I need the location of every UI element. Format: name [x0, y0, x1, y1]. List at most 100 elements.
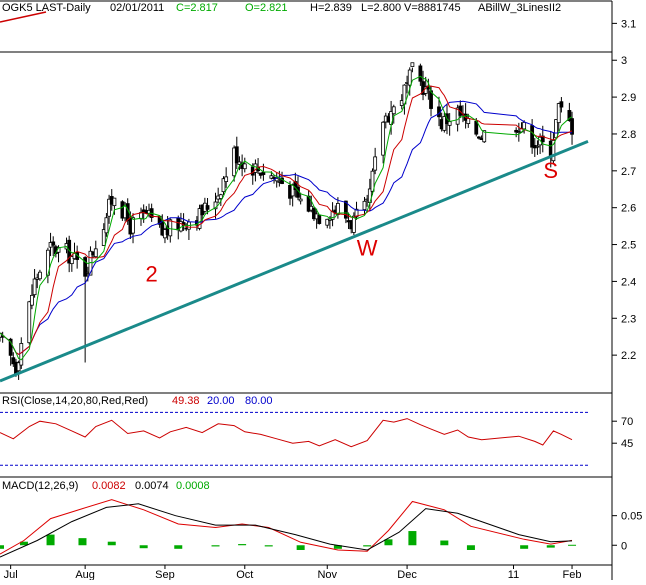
candle-body: [466, 118, 471, 124]
time-axis-label: Oct: [236, 569, 253, 580]
macd-histogram-bar: [238, 544, 247, 546]
macd-histogram-bar: [107, 541, 116, 546]
macd-signal-line: [0, 503, 573, 558]
macd-histogram-bar: [139, 545, 148, 549]
candle-body: [535, 145, 540, 148]
candle-body: [205, 205, 210, 210]
header-volume: V=8881745: [404, 2, 461, 14]
trendline: [0, 139, 589, 383]
candle-body: [234, 146, 239, 164]
macd-value: 0.0082: [92, 480, 126, 492]
macd-hist-value: 0.0008: [176, 480, 210, 492]
header-red-stroke: [0, 11, 47, 23]
candle-body: [261, 171, 266, 175]
candle-body: [317, 214, 322, 224]
header-high: H=2.839: [310, 2, 352, 14]
macd-histogram-bar: [333, 545, 342, 549]
header-open: O=2.821: [245, 2, 288, 14]
candle-body: [381, 121, 386, 156]
candle-body: [16, 362, 21, 372]
candle-body: [0, 332, 2, 338]
time-axis-label: Nov: [317, 569, 337, 580]
candle-body: [522, 122, 527, 130]
candles: [0, 62, 574, 380]
candle-body: [410, 62, 415, 67]
candle-body: [312, 207, 316, 220]
price-axis-label: 2.8: [621, 129, 636, 141]
time-axis: Jul Aug Sep Oct Nov Dec 11 Feb: [4, 565, 582, 581]
price-axis-label: 2.9: [621, 92, 636, 104]
candle-body: [27, 301, 32, 344]
candle-body: [197, 208, 202, 229]
rsi-lower-level: 20.00: [207, 395, 235, 407]
macd-panel: MACD(12,26,9) 0.0082 0.0074 0.0008 0 0.05: [0, 480, 642, 558]
price-panel: OGK5 LAST-Daily 02/01/2011 C=2.817 O=2.8…: [0, 0, 636, 383]
candle-body: [32, 278, 37, 296]
candle-body: [362, 200, 367, 211]
macd-histogram-bar: [568, 544, 577, 546]
price-axis-label: 2.7: [621, 166, 636, 178]
header-close: C=2.817: [176, 2, 218, 14]
candle-body: [391, 106, 396, 115]
macd-histogram-bar: [174, 545, 183, 549]
annotation-w: W: [357, 236, 378, 261]
candle-body: [354, 208, 359, 218]
candle-body: [567, 110, 572, 121]
candle-body: [530, 125, 535, 148]
candle-body: [269, 175, 274, 179]
macd-histogram-bar: [78, 538, 87, 546]
candle-body: [298, 198, 303, 202]
time-axis-label: 11: [508, 569, 519, 580]
candle-body: [477, 136, 481, 139]
rsi-title: RSI(Close,14,20,80,Red,Red): [2, 395, 148, 407]
candle-body: [112, 197, 117, 207]
rsi-axis: 45 70: [612, 416, 633, 450]
candle-body: [107, 198, 111, 217]
macd-histogram-bar: [546, 545, 555, 548]
price-axis-label: 3: [621, 55, 627, 67]
candle-body: [131, 217, 135, 234]
moving-average-mid: [0, 85, 573, 355]
candle-body: [30, 294, 34, 306]
price-axis-label: 2.6: [621, 203, 636, 215]
candle-body: [104, 217, 109, 234]
price-axis-label: 2.3: [621, 313, 636, 325]
macd-signal-value: 0.0074: [135, 480, 169, 492]
candle-body: [93, 248, 98, 258]
macd-line: [0, 499, 573, 555]
candle-body: [83, 257, 88, 277]
candle-body: [168, 219, 173, 237]
candle-body: [482, 130, 487, 143]
annotation-wave-2: 2: [146, 261, 158, 286]
rsi-line: [0, 418, 573, 448]
price-axis-label: 2.5: [621, 240, 636, 252]
macd-histogram-bar: [264, 545, 273, 547]
macd-histogram-bar: [19, 541, 28, 546]
candle-body: [556, 103, 561, 124]
rsi-upper-level: 80.00: [245, 395, 273, 407]
candle-body: [540, 135, 545, 143]
candle-body: [343, 200, 348, 219]
candle-body: [559, 101, 564, 108]
annotation-s: S: [543, 158, 558, 183]
candle-body: [554, 119, 558, 139]
macd-histogram-bar: [520, 545, 529, 549]
macd-axis-label: 0: [621, 540, 627, 552]
macd-histogram-bar: [363, 545, 372, 547]
macd-histogram-bar: [46, 534, 55, 546]
candle-body: [242, 163, 247, 170]
candle-body: [370, 170, 375, 192]
candle-body: [570, 118, 574, 135]
rsi-axis-label: 70: [621, 416, 633, 428]
moving-average-fast: [0, 75, 573, 361]
header-date: 02/01/2011: [110, 2, 164, 14]
time-axis-label: Feb: [563, 569, 582, 580]
rsi-value: 49.38: [172, 395, 200, 407]
macd-histogram-bar: [466, 545, 475, 550]
macd-axis-label: 0.05: [621, 511, 642, 523]
macd-title: MACD(12,26,9): [2, 480, 78, 492]
macd-histogram-bar: [408, 531, 417, 546]
time-axis-label: Sep: [155, 569, 175, 580]
candle-body: [38, 271, 42, 280]
